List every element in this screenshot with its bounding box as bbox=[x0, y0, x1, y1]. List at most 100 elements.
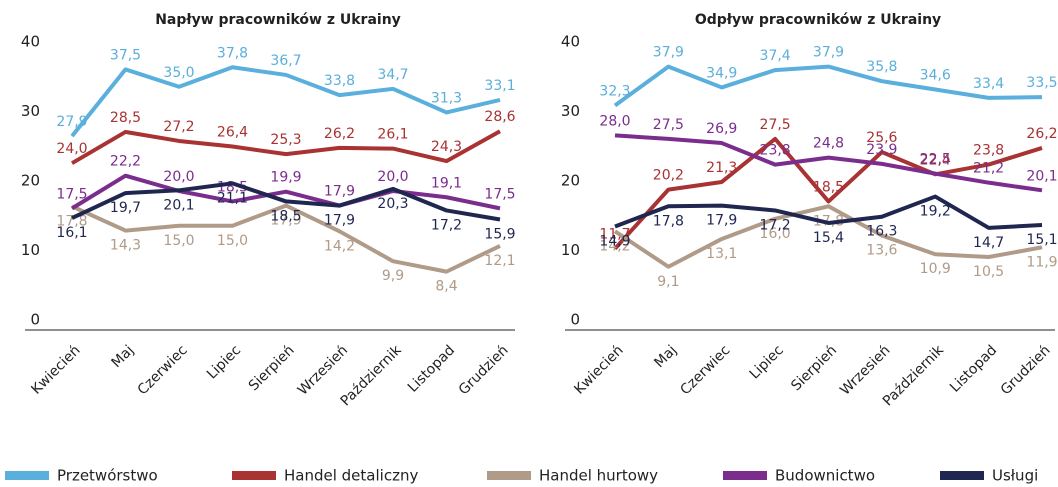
data-label: 16,0 bbox=[760, 226, 791, 242]
x-tick-label: Maj bbox=[651, 342, 680, 371]
y-tick-label: 20 bbox=[21, 172, 40, 190]
data-label: 37,4 bbox=[760, 48, 791, 64]
data-label: 15,0 bbox=[217, 233, 248, 249]
data-label: 17,9 bbox=[324, 213, 355, 229]
data-label: 17,9 bbox=[270, 213, 301, 229]
data-label: 28,5 bbox=[110, 110, 141, 126]
data-label: 22,5 bbox=[920, 152, 951, 168]
legend-label: Handel hurtowy bbox=[539, 467, 658, 485]
data-label: 37,9 bbox=[653, 45, 684, 61]
data-label: 12,1 bbox=[484, 253, 515, 269]
data-label: 24,3 bbox=[431, 139, 462, 155]
data-label: 26,2 bbox=[1026, 126, 1057, 142]
data-label: 18,5 bbox=[813, 179, 844, 195]
x-tick-label: Wrzesień bbox=[837, 342, 893, 398]
data-label: 21,3 bbox=[706, 160, 737, 176]
data-label: 32,3 bbox=[599, 84, 630, 100]
y-tick-label: 30 bbox=[21, 102, 40, 120]
x-tick-label: Czerwiec bbox=[135, 342, 191, 398]
data-label: 14,2 bbox=[324, 238, 355, 254]
series-line bbox=[613, 204, 1043, 269]
x-tick-label: Listopad bbox=[405, 342, 458, 395]
data-label: 9,9 bbox=[382, 268, 404, 284]
data-label: 27,2 bbox=[163, 119, 194, 135]
data-label: 23,9 bbox=[866, 142, 897, 158]
y-tick-label: 0 bbox=[570, 311, 580, 329]
x-tick-label: Czerwiec bbox=[677, 342, 733, 398]
y-tick-label: 30 bbox=[561, 102, 580, 120]
y-tick-label: 40 bbox=[21, 33, 40, 51]
data-label: 31,3 bbox=[431, 90, 462, 106]
data-label: 23,8 bbox=[760, 143, 791, 159]
data-label: 17,2 bbox=[431, 217, 462, 233]
data-label: 17,8 bbox=[653, 213, 684, 229]
legend-swatch bbox=[723, 471, 767, 480]
y-tick-label: 40 bbox=[561, 33, 580, 51]
legend-label: Usługi bbox=[992, 467, 1038, 485]
data-label: 15,4 bbox=[813, 230, 844, 246]
data-label: 26,1 bbox=[377, 127, 408, 143]
data-label: 35,8 bbox=[866, 59, 897, 75]
legend-swatch bbox=[487, 471, 531, 480]
data-label: 26,2 bbox=[324, 126, 355, 142]
data-label: 34,7 bbox=[377, 67, 408, 83]
data-label: 35,0 bbox=[163, 65, 194, 81]
data-label: 22,4 bbox=[920, 152, 951, 168]
data-label: 15,0 bbox=[163, 233, 194, 249]
series-line bbox=[71, 181, 501, 222]
data-label: 19,7 bbox=[110, 200, 141, 216]
data-label: 17,9 bbox=[706, 213, 737, 229]
data-label: 20,0 bbox=[163, 169, 194, 185]
chart-title: Odpływ pracowników z Ukrainy bbox=[695, 12, 941, 28]
data-label: 28,6 bbox=[484, 109, 515, 125]
x-tick-label: Grudzień bbox=[998, 342, 1054, 398]
chart-title: Napływ pracowników z Ukrainy bbox=[155, 12, 401, 28]
data-label: 33,4 bbox=[973, 76, 1004, 92]
series-line bbox=[71, 203, 501, 274]
data-label: 21,2 bbox=[973, 161, 1004, 177]
data-label: 19,1 bbox=[431, 175, 462, 191]
legend-swatch bbox=[5, 471, 49, 480]
series-line bbox=[613, 64, 1043, 108]
series-line bbox=[614, 194, 1043, 230]
data-label: 11,9 bbox=[1026, 254, 1057, 270]
data-label: 14,7 bbox=[973, 235, 1004, 251]
data-label: 24,8 bbox=[813, 136, 844, 152]
series-line bbox=[70, 173, 501, 211]
data-label: 26,9 bbox=[706, 121, 737, 137]
x-tick-label: Wrzesień bbox=[295, 342, 351, 398]
data-label: 17,8 bbox=[56, 213, 87, 229]
x-tick-label: Kwiecień bbox=[28, 342, 83, 397]
legend-swatch bbox=[940, 471, 984, 480]
data-label: 20,1 bbox=[163, 197, 194, 213]
data-label: 17,2 bbox=[760, 217, 791, 233]
data-label: 19,2 bbox=[920, 204, 951, 220]
data-label: 26,4 bbox=[217, 125, 248, 141]
y-tick-label: 10 bbox=[561, 241, 580, 259]
data-label: 9,1 bbox=[657, 274, 679, 290]
data-label: 20,3 bbox=[377, 196, 408, 212]
data-label: 34,6 bbox=[920, 68, 951, 84]
data-label: 17,5 bbox=[56, 186, 87, 202]
data-label: 14,9 bbox=[599, 233, 630, 249]
y-tick-label: 20 bbox=[561, 172, 580, 190]
series-line bbox=[614, 133, 1043, 193]
data-label: 25,3 bbox=[270, 132, 301, 148]
data-label: 22,2 bbox=[110, 154, 141, 170]
data-label: 17,9 bbox=[324, 184, 355, 200]
x-tick-label: Kwiecień bbox=[571, 342, 626, 397]
data-label: 20,1 bbox=[1026, 168, 1057, 184]
legend-label: Budownictwo bbox=[775, 467, 875, 485]
data-label: 37,8 bbox=[217, 45, 248, 61]
legend-label: Handel detaliczny bbox=[284, 467, 418, 485]
data-label: 34,9 bbox=[706, 65, 737, 81]
series-line bbox=[613, 136, 1043, 251]
data-label: 19,9 bbox=[270, 170, 301, 186]
data-label: 20,2 bbox=[653, 168, 684, 184]
data-label: 8,4 bbox=[435, 279, 457, 295]
data-label: 36,7 bbox=[270, 53, 301, 69]
data-label: 14,2 bbox=[599, 238, 630, 254]
data-label: 37,5 bbox=[110, 47, 141, 63]
data-label: 16,1 bbox=[56, 225, 87, 241]
data-label: 20,0 bbox=[377, 169, 408, 185]
